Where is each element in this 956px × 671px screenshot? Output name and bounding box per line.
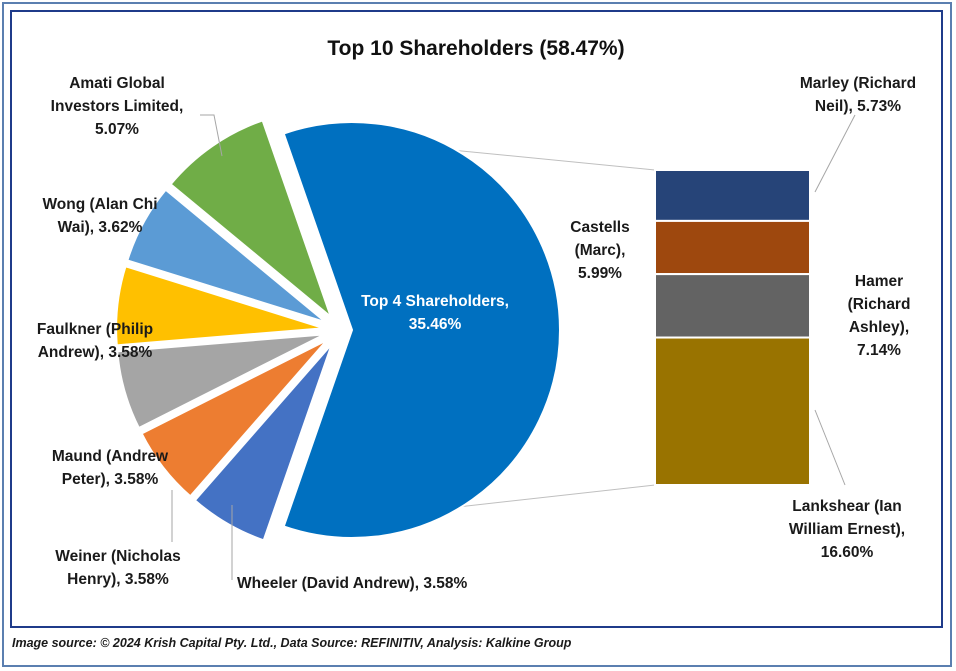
leader-line-amati — [200, 114, 223, 157]
bar-segments — [654, 169, 811, 487]
data-label-lankshear-line: Lankshear (Ian — [792, 498, 901, 515]
data-label-castells-line: (Marc), — [575, 242, 626, 259]
data-label-top4-line: 35.46% — [409, 316, 462, 333]
leader-lines — [171, 114, 856, 580]
data-label-amati-line: 5.07% — [95, 121, 139, 138]
data-label-maund-line: Peter), 3.58% — [62, 471, 159, 488]
data-label-faulkner: Faulkner (Philip Andrew), 3.58% — [37, 321, 153, 361]
data-label-hamer-line: (Richard — [848, 296, 911, 313]
bar-segment-hamer-richard-ashley — [654, 273, 811, 339]
data-label-amati: Amati Global Investors Limited, 5.07% — [51, 75, 184, 138]
data-label-wong-line: Wai), 3.62% — [58, 219, 143, 236]
pie-slice-top-4-shareholders — [282, 121, 561, 539]
data-label-hamer-line: 7.14% — [857, 342, 901, 359]
data-label-lankshear: Lankshear (Ian William Ernest), 16.60% — [789, 498, 905, 561]
data-label-top4-line: Top 4 Shareholders, — [361, 293, 509, 310]
data-label-weiner-line: Henry), 3.58% — [67, 571, 169, 588]
data-label-lankshear-line: 16.60% — [821, 544, 874, 561]
data-label-top4: Top 4 Shareholders, 35.46% — [361, 293, 509, 333]
data-label-weiner-line: Weiner (Nicholas — [55, 548, 180, 565]
source-note: Image source: © 2024 Krish Capital Pty. … — [12, 636, 572, 650]
pie-slice-wheeler-david-andrew — [193, 343, 333, 542]
leader-line-lankshear — [814, 409, 846, 486]
pie-slices — [115, 119, 561, 542]
data-label-wheeler: Wheeler (David Andrew), 3.58% — [237, 575, 467, 592]
leader-line-marley — [814, 114, 856, 193]
pie-slice-amati-global-investors-limited — [169, 119, 333, 320]
data-label-castells-line: Castells — [570, 219, 629, 236]
data-label-marley-line: Marley (Richard — [800, 75, 916, 92]
bar-segment-marley-richard-neil — [654, 169, 811, 222]
data-label-weiner: Weiner (Nicholas Henry), 3.58% — [55, 548, 180, 588]
bar-segment-lankshear-ian-william-ernest — [654, 336, 811, 487]
data-label-amati-line: Amati Global — [69, 75, 165, 92]
data-label-hamer-line: Hamer — [855, 273, 903, 290]
bar-segment-castells-marc — [654, 219, 811, 276]
pie-slice-weiner-nicholas-henry — [140, 338, 329, 498]
data-label-hamer: Hamer (Richard Ashley), 7.14% — [848, 273, 911, 359]
data-label-lankshear-line: William Ernest), — [789, 521, 905, 538]
data-label-maund: Maund (Andrew Peter), 3.58% — [52, 448, 169, 488]
data-label-hamer-line: Ashley), — [849, 319, 909, 336]
data-label-marley-line: Neil), 5.73% — [815, 98, 901, 115]
pie-slice-maund-andrew-peter — [116, 333, 326, 430]
data-label-marley: Marley (Richard Neil), 5.73% — [800, 75, 916, 115]
data-label-faulkner-line: Faulkner (Philip — [37, 321, 153, 338]
data-labels: Top 4 Shareholders, 35.46% Amati Global Inv… — [37, 75, 916, 592]
chart-title: Top 10 Shareholders (58.47%) — [327, 37, 624, 60]
data-label-wong-line: Wong (Alan Chi — [42, 196, 157, 213]
data-label-castells: Castells (Marc), 5.99% — [570, 219, 629, 282]
data-label-wheeler-line: Wheeler (David Andrew), 3.58% — [237, 575, 467, 592]
data-label-faulkner-line: Andrew), 3.58% — [38, 344, 153, 361]
data-label-maund-line: Maund (Andrew — [52, 448, 169, 465]
data-label-amati-line: Investors Limited, — [51, 98, 184, 115]
data-label-castells-line: 5.99% — [578, 265, 622, 282]
pie-slice-wong-alan-chi-wai — [126, 188, 327, 324]
data-label-wong: Wong (Alan Chi Wai), 3.62% — [42, 196, 157, 236]
pie-slice-faulkner-philip-andrew — [115, 265, 325, 347]
